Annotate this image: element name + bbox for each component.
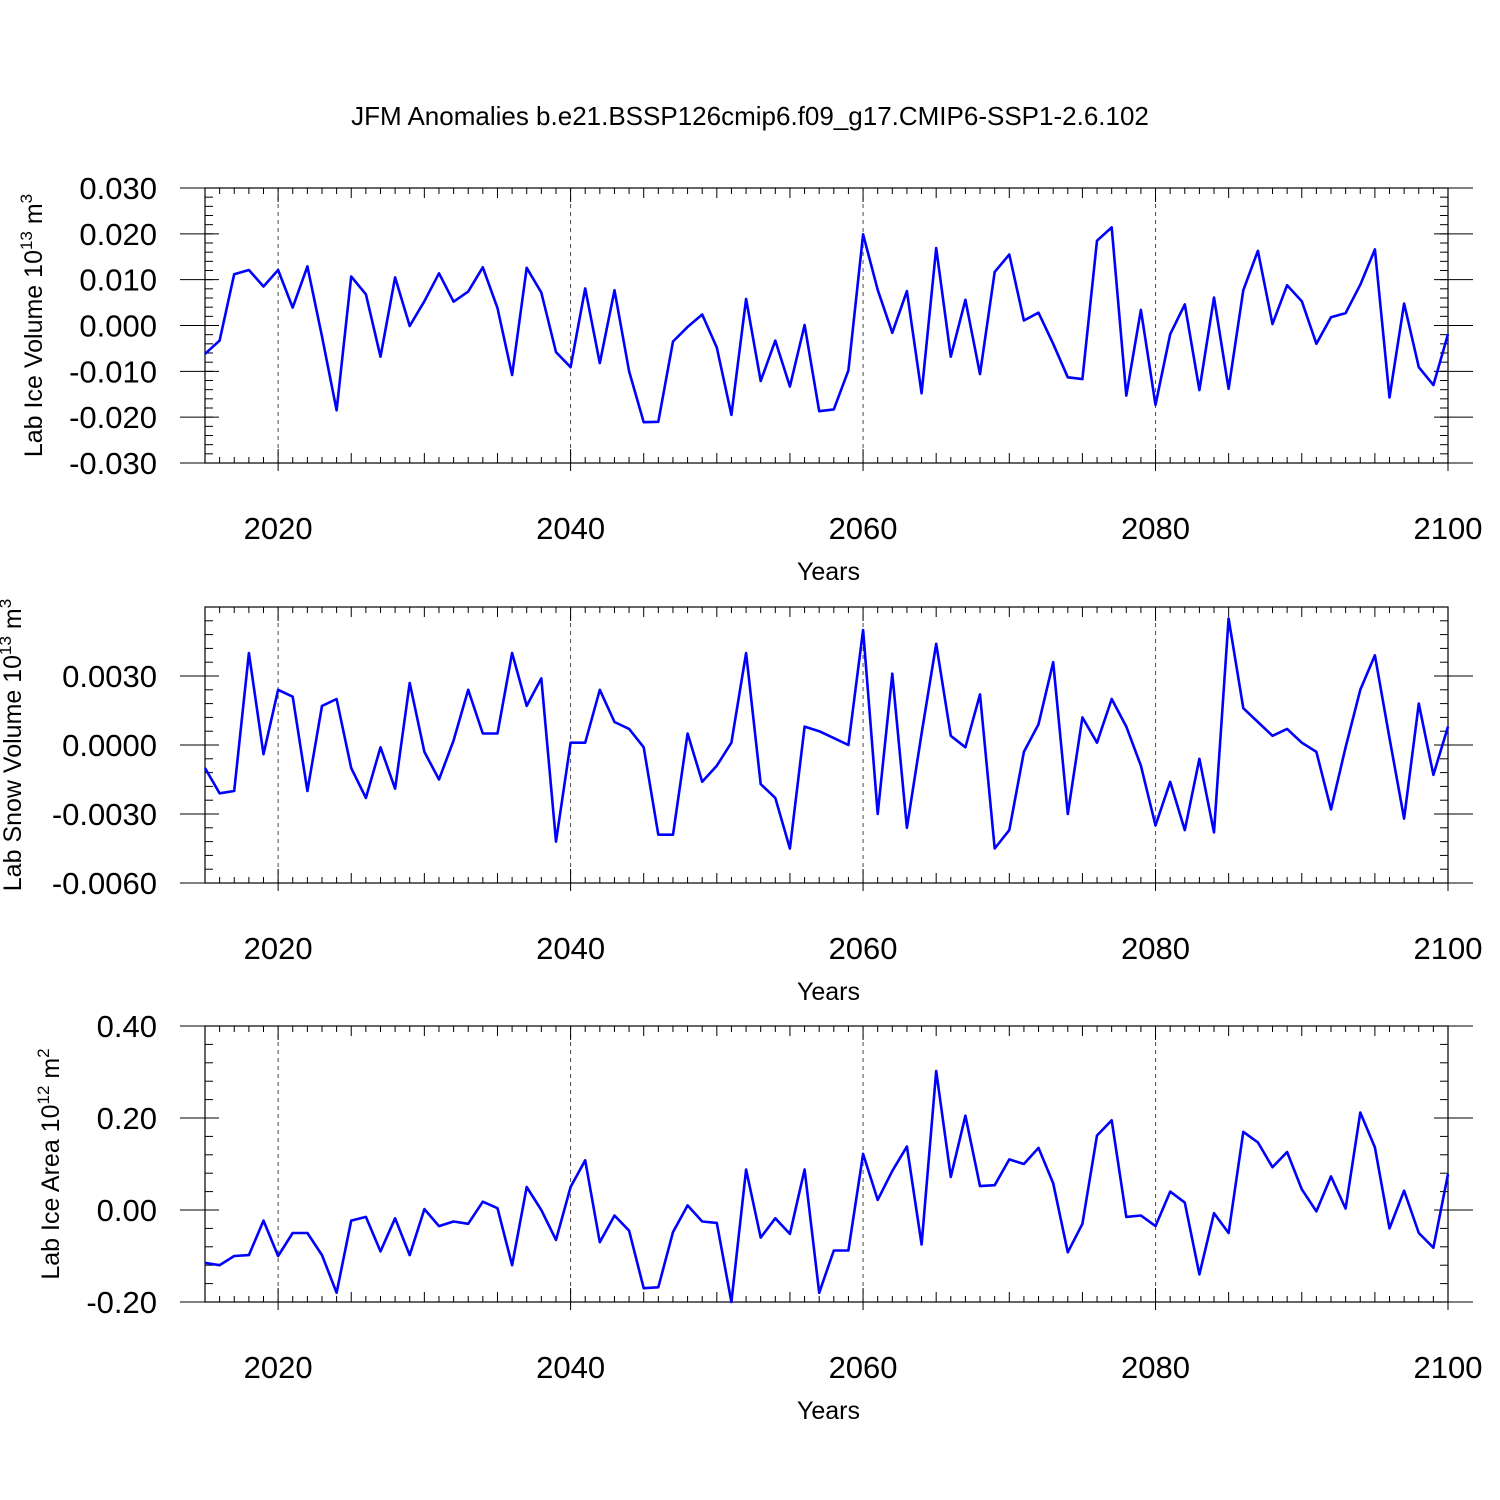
y-tick-label: 0.0000 xyxy=(62,728,157,763)
x-tick-label: 2020 xyxy=(244,1350,313,1385)
x-tick-label: 2020 xyxy=(244,511,313,546)
y-tick-label: 0.20 xyxy=(97,1101,157,1136)
series-line xyxy=(204,226,1450,424)
y-tick-label: -0.0030 xyxy=(52,797,157,832)
plot-frame xyxy=(204,187,1449,464)
y-tick-label: 0.40 xyxy=(97,1009,157,1044)
y-tick-label: 0.0030 xyxy=(62,659,157,694)
x-tick-label: 2060 xyxy=(829,1350,898,1385)
x-tick-label: 2060 xyxy=(829,931,898,966)
y-tick-label: 0.00 xyxy=(97,1193,157,1228)
y-tick-label: -0.010 xyxy=(69,354,157,389)
panel-snow-volume: 2020 2040 2060 2080 2100 Years -0.0060 -0.0030 0… xyxy=(0,599,1482,1006)
y-tick-label: -0.0060 xyxy=(52,866,157,901)
y-tick-label: 0.010 xyxy=(79,263,157,298)
y-axis-label: Lab Ice Volume 1013 m3 xyxy=(17,194,48,457)
x-tick-label: 2080 xyxy=(1121,931,1190,966)
panel-ice-area: 2020 2040 2060 2080 2100 Years -0.20 0.00 0.20 0.… xyxy=(34,1009,1482,1425)
y-axis-label: Lab Snow Volume 1013 m3 xyxy=(0,599,27,891)
y-axis-label: Lab Ice Area 1012 m2 xyxy=(34,1048,65,1279)
y-tick-label: -0.20 xyxy=(86,1285,157,1320)
y-tick-label: 0.020 xyxy=(79,217,157,252)
x-tick-label: 2100 xyxy=(1414,1350,1483,1385)
x-tick-label: 2100 xyxy=(1414,931,1483,966)
x-axis-label: Years xyxy=(797,558,860,586)
x-tick-label: 2040 xyxy=(536,931,605,966)
y-tick-label: -0.020 xyxy=(69,400,157,435)
x-tick-label: 2040 xyxy=(536,511,605,546)
x-tick-label: 2020 xyxy=(244,931,313,966)
plot-frame xyxy=(204,606,1449,884)
x-tick-label: 2100 xyxy=(1414,511,1483,546)
x-tick-label: 2060 xyxy=(829,511,898,546)
x-tick-label: 2040 xyxy=(536,1350,605,1385)
panel-ice-volume: 2020 2040 2060 2080 2100 Years -0.030 -0.020 -0.… xyxy=(17,171,1482,586)
plot-frame xyxy=(204,1025,1449,1303)
y-tick-label: 0.030 xyxy=(79,171,157,206)
x-axis-label: Years xyxy=(797,978,860,1006)
y-tick-label: 0.000 xyxy=(79,309,157,344)
x-tick-label: 2080 xyxy=(1121,511,1190,546)
chart-title: JFM Anomalies b.e21.BSSP126cmip6.f09_g17… xyxy=(351,101,1149,131)
series-line xyxy=(203,617,1450,850)
series-line xyxy=(204,1069,1450,1304)
x-tick-label: 2080 xyxy=(1121,1350,1190,1385)
y-tick-label: -0.030 xyxy=(69,446,157,481)
x-axis-label: Years xyxy=(797,1397,860,1425)
